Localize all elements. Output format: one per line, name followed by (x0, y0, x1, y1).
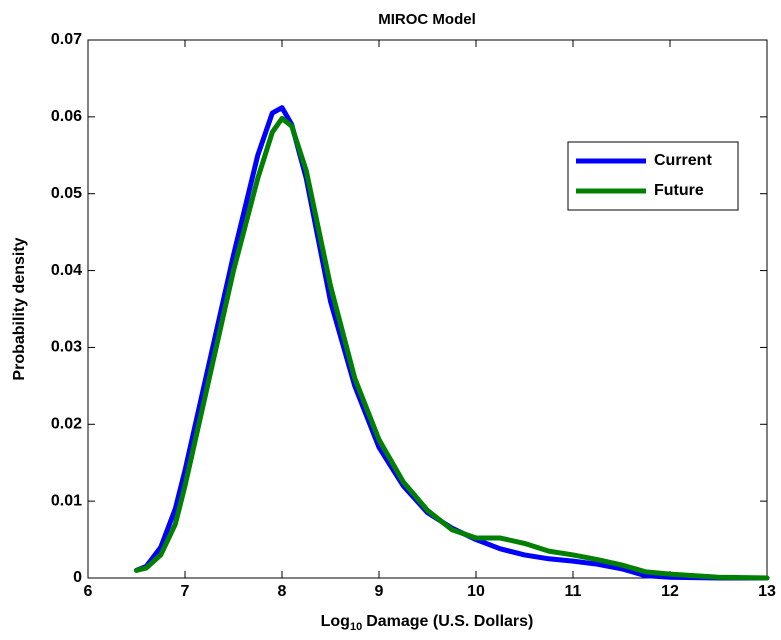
x-label-subscript: 10 (350, 621, 362, 633)
legend-box (567, 141, 739, 211)
x-tick-label: 7 (181, 583, 190, 600)
x-tick-label: 12 (661, 583, 679, 600)
series-line (134, 105, 770, 581)
y-tick-label: 0 (73, 569, 82, 586)
y-tick-label: 0.06 (51, 108, 82, 125)
x-tick-label: 13 (758, 583, 776, 600)
legend-label: Current (654, 152, 712, 169)
x-tick-label: 9 (375, 583, 384, 600)
x-label-part: Damage (U.S. Dollars) (366, 613, 533, 630)
x-tick-label: 8 (278, 583, 287, 600)
y-tick-label: 0.04 (51, 262, 82, 279)
y-tick-label: 0.05 (51, 185, 82, 202)
y-tick-label: 0.03 (51, 339, 82, 356)
plot-frame (87, 39, 768, 579)
y-axis-label: Probability density (11, 237, 28, 380)
chart-title: MIROC Model (378, 11, 476, 28)
y-tick-label: 0.02 (51, 416, 82, 433)
x-tick-label: 6 (84, 583, 93, 600)
x-tick-label: 11 (565, 583, 582, 600)
x-axis-label: Log10 Damage (U.S. Dollars) (321, 613, 534, 633)
y-tick-label: 0.01 (51, 492, 82, 509)
legend-label: Future (654, 182, 704, 199)
x-tick-label: 10 (467, 583, 485, 600)
series-line (134, 115, 770, 581)
x-label-part: Log (321, 613, 350, 630)
y-tick-label: 0.07 (51, 31, 82, 48)
